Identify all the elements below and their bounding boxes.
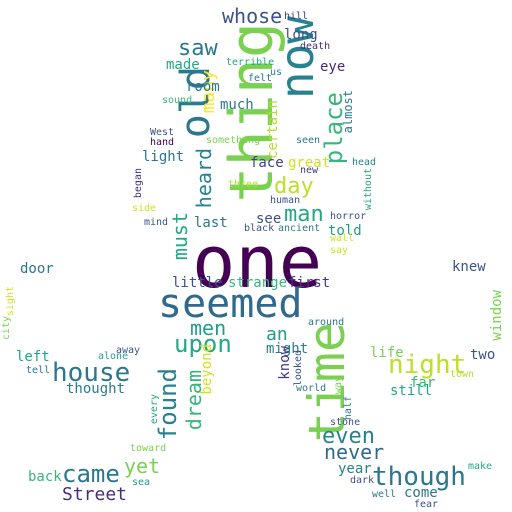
word-around: around <box>308 317 345 328</box>
word-alone: alone <box>98 351 129 362</box>
word-much: much <box>220 97 254 113</box>
word-away: away <box>116 345 141 356</box>
word-come: come <box>404 485 438 501</box>
word-hand: hand <box>150 137 175 148</box>
word-sound: sound <box>162 95 193 106</box>
word-three: three <box>228 179 259 190</box>
word-strange: strange <box>228 275 288 291</box>
word-human: human <box>270 195 301 206</box>
word-an: an <box>266 324 288 345</box>
word-seen: seen <box>296 135 321 146</box>
word-might: might <box>266 341 309 357</box>
word-one: one <box>192 220 323 304</box>
word-year: year <box>338 461 372 477</box>
word-felt: felt <box>248 73 273 84</box>
word-began: began <box>133 168 144 199</box>
word-toward: toward <box>130 443 167 454</box>
word-heard: heard <box>192 148 216 209</box>
word-looked: looked <box>293 350 304 387</box>
word-way: way <box>333 376 344 395</box>
word-last: last <box>194 215 228 231</box>
word-well: well <box>372 489 397 500</box>
word-beyond: beyond <box>199 344 215 395</box>
word-though: though <box>372 462 466 492</box>
word-back: back <box>28 469 62 485</box>
word-knew: knew <box>452 259 486 275</box>
word-never: never <box>324 440 385 464</box>
word-yet: yet <box>124 454 161 478</box>
word-men: men <box>190 316 227 340</box>
word-west: West <box>150 127 175 138</box>
word-little: little <box>172 275 223 291</box>
word-us: us <box>270 67 283 78</box>
word-city: city <box>1 316 12 341</box>
word-sight: sight <box>5 286 16 317</box>
word-day: day <box>274 174 314 199</box>
word-light: light <box>142 149 185 165</box>
word-door: door <box>20 261 54 277</box>
word-still: still <box>390 383 433 399</box>
word-head: head <box>352 157 377 168</box>
word-man: man <box>284 202 324 227</box>
word-made: made <box>166 57 200 73</box>
word-fear: fear <box>414 499 439 510</box>
word-night: night <box>388 350 467 380</box>
word-black: black <box>244 223 275 234</box>
word-thought: thought <box>66 381 126 397</box>
word-window: window <box>489 290 505 341</box>
word-saw: saw <box>178 36 218 61</box>
word-hill: hill <box>284 11 309 22</box>
word-told: told <box>328 223 362 239</box>
word-see: see <box>256 211 282 227</box>
word-street: Street <box>62 484 128 505</box>
word-almost: almost <box>341 90 355 134</box>
word-new: new <box>300 165 319 176</box>
word-town: town <box>450 369 475 380</box>
word-great: great <box>288 155 331 171</box>
word-face: face <box>250 155 284 171</box>
word-long: long <box>284 27 318 43</box>
word-dark: dark <box>350 475 375 486</box>
word-must: must <box>168 212 192 261</box>
word-something: something <box>206 135 261 146</box>
word-came: came <box>62 460 120 488</box>
word-upon: upon <box>174 330 232 358</box>
word-whose: whose <box>222 4 283 28</box>
word-life: life <box>370 345 404 361</box>
word-even: even <box>322 424 375 449</box>
word-side: side <box>132 203 157 214</box>
word-room: room <box>186 79 220 95</box>
word-first: first <box>288 275 331 291</box>
word-sea: sea <box>132 477 151 488</box>
word-house: house <box>52 358 131 388</box>
word-seemed: seemed <box>158 281 303 327</box>
word-every: every <box>149 394 160 425</box>
word-horror: horror <box>330 211 367 222</box>
word-terrible: terrible <box>226 57 275 68</box>
word-two: two <box>470 347 496 363</box>
word-world: world <box>296 383 327 394</box>
word-without: without <box>363 168 374 211</box>
word-certain: certain <box>265 100 281 160</box>
word-tell: tell <box>26 365 51 376</box>
word-know: know <box>277 346 293 380</box>
word-left: left <box>16 349 50 365</box>
word-mind: mind <box>144 217 169 228</box>
word-death: death <box>300 41 331 52</box>
word-wall: wall <box>330 233 355 244</box>
word-say: say <box>330 245 349 256</box>
word-make: make <box>468 461 493 472</box>
word-far: far <box>410 375 436 391</box>
word-stone: stone <box>330 417 361 428</box>
word-eye: eye <box>320 59 346 75</box>
word-ancient: ancient <box>278 223 321 234</box>
